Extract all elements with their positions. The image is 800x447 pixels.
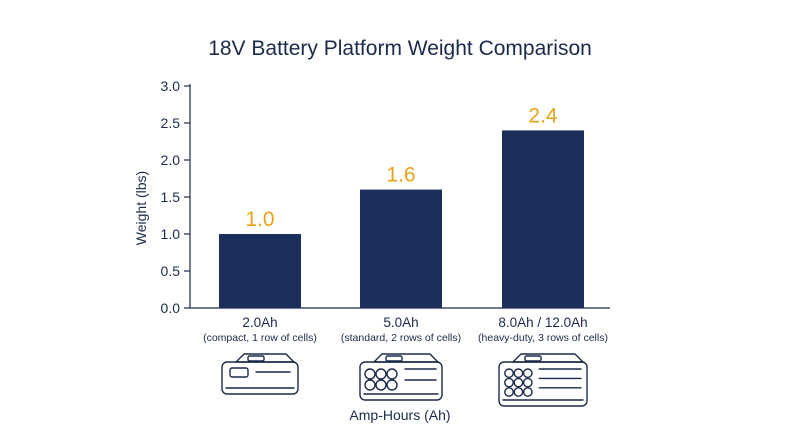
x-tick-label: 5.0Ah	[383, 315, 418, 330]
y-tick-label: 0.5	[161, 263, 181, 279]
category-note: (standard, 2 rows of cells)	[341, 332, 461, 344]
y-tick-label: 1.0	[161, 226, 181, 242]
bar-1	[219, 234, 301, 308]
category-note: (heavy-duty, 3 rows of cells)	[478, 332, 608, 344]
data-label: 1.6	[386, 164, 415, 187]
x-tick-label: 2.0Ah	[242, 315, 277, 330]
y-axis-label: Weight (lbs)	[133, 171, 149, 245]
y-tick-label: 1.5	[161, 189, 181, 205]
bar-3	[502, 130, 584, 308]
data-label: 1.0	[245, 208, 274, 231]
y-tick-label: 2.0	[161, 152, 181, 168]
x-tick-label: 8.0Ah / 12.0Ah	[498, 315, 587, 330]
chart-title: 18V Battery Platform Weight Comparison	[208, 37, 592, 60]
bar-2	[360, 189, 442, 308]
y-tick-label: 0.0	[161, 300, 181, 316]
y-tick-label: 3.0	[161, 78, 181, 94]
battery-2-rows-icon	[359, 353, 443, 401]
y-tick-label: 2.5	[161, 115, 181, 131]
x-axis-label: Amp-Hours (Ah)	[349, 407, 450, 423]
battery-1-row-icon	[221, 353, 299, 395]
battery-3-rows-icon	[498, 353, 588, 407]
data-label: 2.4	[528, 104, 558, 127]
category-note: (compact, 1 row of cells)	[203, 332, 317, 344]
